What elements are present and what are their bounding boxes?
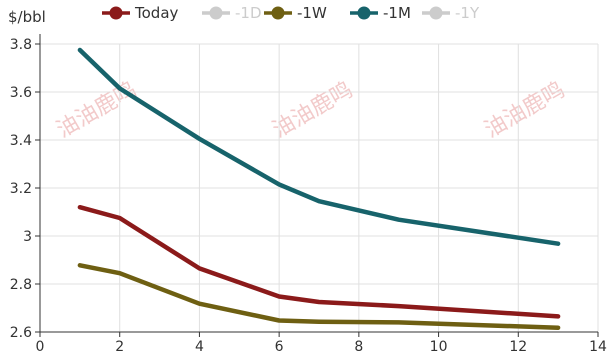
legend-marker-swatch bbox=[209, 6, 223, 20]
watermark-text: 油油鹿鸣 bbox=[269, 78, 358, 144]
legend-item-minus-1w[interactable]: -1W bbox=[264, 4, 327, 22]
x-tick-label: 0 bbox=[36, 339, 45, 355]
legend-item-minus-1m[interactable]: -1M bbox=[350, 4, 411, 22]
legend-label: Today bbox=[134, 4, 179, 22]
x-tick-label: 14 bbox=[589, 339, 607, 355]
legend-label: -1M bbox=[383, 4, 411, 22]
x-tick-label: 6 bbox=[275, 339, 284, 355]
y-axis-unit-label: $/bbl bbox=[8, 8, 46, 26]
legend-label: -1W bbox=[297, 4, 327, 22]
y-tick-label: 2.8 bbox=[10, 277, 32, 293]
legend-marker-swatch bbox=[271, 6, 285, 20]
x-tick-label: 4 bbox=[195, 339, 204, 355]
legend-item-minus-1y[interactable]: -1Y bbox=[422, 4, 480, 22]
y-tick-label: 3 bbox=[23, 229, 32, 245]
x-tick-label: 10 bbox=[430, 339, 448, 355]
y-tick-label: 3.2 bbox=[10, 181, 32, 197]
x-tick-label: 12 bbox=[509, 339, 527, 355]
series-line-today[interactable] bbox=[77, 204, 561, 319]
legend-item-today[interactable]: Today bbox=[102, 4, 179, 22]
x-tick-label: 2 bbox=[115, 339, 124, 355]
x-tick-label: 8 bbox=[354, 339, 363, 355]
y-tick-label: 3.8 bbox=[10, 37, 32, 53]
legend-item-minus-1d[interactable]: -1D bbox=[202, 4, 262, 22]
series-line-minus-1w[interactable] bbox=[77, 263, 561, 330]
chart-grid bbox=[40, 43, 599, 332]
legend-label: -1D bbox=[235, 4, 262, 22]
legend-marker-swatch bbox=[357, 6, 371, 20]
y-tick-label: 2.6 bbox=[10, 325, 32, 341]
y-tick-label: 3.4 bbox=[10, 133, 32, 149]
y-tick-label: 3.6 bbox=[10, 85, 32, 101]
chart-legend: Today -1D -1W -1M -1Y bbox=[102, 4, 480, 22]
chart-axes: 0 2 4 6 8 10 12 14 2.6 2.8 3 3.2 3.4 3.6 3.8 bbox=[10, 34, 607, 355]
series-line-minus-1m[interactable] bbox=[77, 47, 561, 246]
legend-label: -1Y bbox=[455, 4, 480, 22]
watermarks: 油油鹿鸣 油油鹿鸣 油油鹿鸣 bbox=[53, 78, 570, 144]
legend-marker-swatch bbox=[429, 6, 443, 20]
chart-series bbox=[77, 47, 561, 330]
watermark-text: 油油鹿鸣 bbox=[53, 78, 142, 144]
legend-marker-swatch bbox=[109, 6, 123, 20]
watermark-text: 油油鹿鸣 bbox=[481, 78, 570, 144]
